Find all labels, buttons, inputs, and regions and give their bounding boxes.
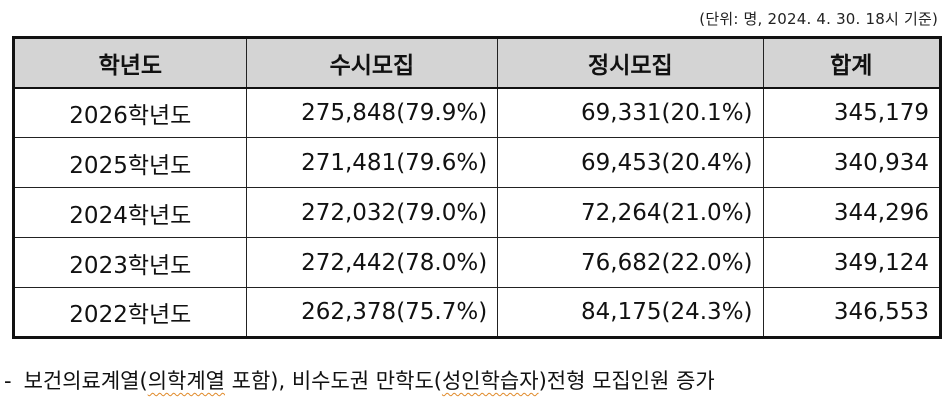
cell-early-admission: 271,481(79.6%) (245, 137, 499, 188)
cell-total: 340,934 (762, 137, 942, 188)
cell-total: 345,179 (762, 87, 942, 138)
footnote: - 보건의료계열(의학계열 포함), 비수도권 만학도(성인학습자)전형 모집인원… (4, 365, 715, 395)
footnote-text-3: )전형 모집인원 증가 (538, 369, 715, 393)
header-total: 합계 (762, 37, 942, 89)
footnote-text-2: 포함), 비수도권 만학도( (224, 369, 442, 393)
cell-early-admission: 272,442(78.0%) (245, 237, 499, 288)
cell-regular-admission: 76,682(22.0%) (497, 237, 764, 288)
footnote-dash: - (4, 369, 12, 393)
table-row: 2024학년도 272,032(79.0%) 72,264(21.0%) 344… (13, 187, 942, 238)
cell-total: 346,553 (762, 287, 942, 338)
table-row: 2023학년도 272,442(78.0%) 76,682(22.0%) 349… (13, 237, 942, 288)
admissions-table: 학년도 수시모집 정시모집 합계 2026학년도 275,848(79.9%) … (12, 36, 942, 339)
header-academic-year: 학년도 (13, 37, 247, 89)
table-row: 2022학년도 262,378(75.7%) 84,175(24.3%) 346… (13, 287, 942, 338)
cell-regular-admission: 69,331(20.1%) (497, 87, 764, 138)
table-row: 2026학년도 275,848(79.9%) 69,331(20.1%) 345… (13, 87, 942, 138)
cell-year: 2023학년도 (13, 237, 247, 288)
cell-regular-admission: 84,175(24.3%) (497, 287, 764, 338)
footnote-underlined-term-1: 의학계열 (147, 369, 225, 393)
footnote-text-1: 보건의료계열( (23, 369, 148, 393)
cell-early-admission: 275,848(79.9%) (245, 87, 499, 138)
header-regular-admission: 정시모집 (497, 37, 764, 89)
cell-total: 344,296 (762, 187, 942, 238)
cell-regular-admission: 72,264(21.0%) (497, 187, 764, 238)
unit-note: (단위: 명, 2024. 4. 30. 18시 기준) (699, 10, 938, 28)
cell-year: 2022학년도 (13, 287, 247, 338)
cell-year: 2024학년도 (13, 187, 247, 238)
table-header-row: 학년도 수시모집 정시모집 합계 (13, 37, 942, 89)
cell-total: 349,124 (762, 237, 942, 288)
footnote-underlined-term-2: 성인학습자 (441, 369, 539, 393)
cell-early-admission: 272,032(79.0%) (245, 187, 499, 238)
table-row: 2025학년도 271,481(79.6%) 69,453(20.4%) 340… (13, 137, 942, 188)
header-early-admission: 수시모집 (245, 37, 499, 89)
cell-regular-admission: 69,453(20.4%) (497, 137, 764, 188)
cell-early-admission: 262,378(75.7%) (245, 287, 499, 338)
cell-year: 2026학년도 (13, 87, 247, 138)
cell-year: 2025학년도 (13, 137, 247, 188)
